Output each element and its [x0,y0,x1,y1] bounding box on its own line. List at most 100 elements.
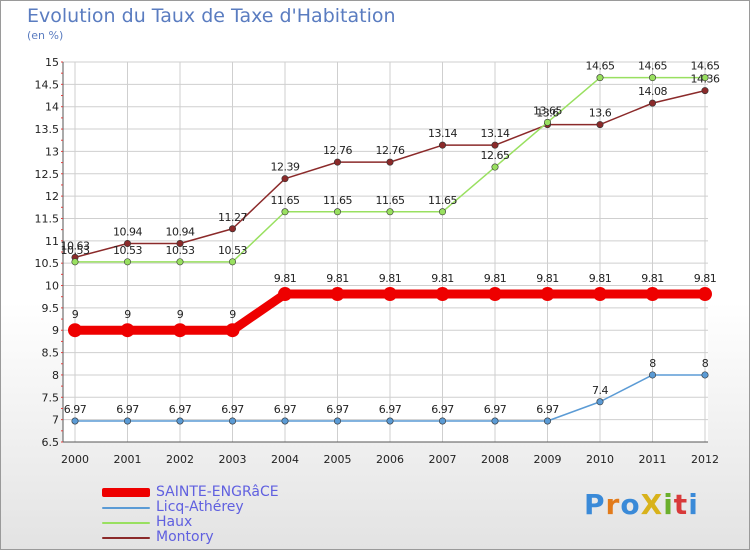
data-point [333,417,341,425]
data-label: 9 [229,308,236,321]
legend-item: Haux [102,515,279,530]
x-tick-label: 2001 [114,453,142,466]
data-label: 6.97 [326,403,349,416]
data-point [330,287,345,302]
data-point [386,208,394,216]
data-label: 14.08 [638,85,667,98]
x-tick-label: 2005 [324,453,352,466]
data-point [491,163,499,171]
data-point [229,258,237,266]
data-label: 6.97 [536,403,559,416]
data-label: 13.6 [589,107,612,120]
data-point [176,240,184,248]
y-tick-label: 13 [45,145,59,158]
data-label: 9.81 [694,272,717,285]
data-label: 10.63 [61,239,90,252]
y-tick-label: 8.5 [42,347,60,360]
data-point [333,158,341,166]
data-point [71,417,79,425]
data-label: 9.81 [274,272,297,285]
data-label: 9.81 [484,272,507,285]
data-point [698,287,712,302]
logo-letter: o [620,488,641,521]
data-point [596,74,604,82]
logo-letter: X [640,488,664,521]
y-tick-label: 10.5 [35,257,60,270]
chart-title: Evolution du Taux de Taxe d'Habitation [27,5,396,27]
data-label: 9.81 [326,272,349,285]
data-label: 12.65 [481,149,510,162]
y-tick-label: 12.5 [35,168,60,181]
data-label: 8 [702,357,709,370]
data-label: 13.6 [536,107,559,120]
data-point [281,417,289,425]
data-label: 6.97 [431,403,454,416]
data-point [124,258,132,266]
proxiti-logo: ProXiti [584,488,699,521]
y-tick-label: 11 [45,235,59,248]
data-label: 6.97 [116,403,139,416]
y-tick-label: 7.5 [42,391,60,404]
data-point [701,87,709,95]
data-point [124,240,132,248]
data-point [176,258,184,266]
y-tick-label: 9.5 [42,302,60,315]
logo-letter: t [673,488,689,521]
logo-letter: i [663,488,674,521]
logo-letter: i [688,488,699,521]
data-label: 10.94 [113,226,142,239]
data-point [701,371,709,379]
data-label: 6.97 [221,403,244,416]
data-point [386,158,394,166]
data-label: 6.97 [274,403,297,416]
data-point [173,323,187,338]
x-tick-label: 2006 [376,453,404,466]
data-point [386,417,394,425]
legend-swatch [102,488,150,497]
y-tick-label: 6.5 [42,436,60,449]
data-label: 9 [124,308,131,321]
legend-label: Montory [156,529,214,545]
legend-item: Licq-Athérey [102,500,279,515]
data-label: 10.53 [218,244,247,257]
data-point [491,141,499,149]
legend-item: SAINTE-ENGRâCE [102,485,279,500]
data-label: 6.97 [64,403,87,416]
data-point [648,74,656,82]
data-label: 9.81 [641,272,664,285]
data-label: 9.81 [536,272,559,285]
data-point [543,417,551,425]
y-tick-label: 11.5 [35,212,60,225]
x-tick-label: 2008 [481,453,509,466]
data-point [68,323,82,338]
x-tick-label: 2004 [271,453,299,466]
y-tick-label: 15 [45,56,59,69]
data-point [438,141,446,149]
data-point [281,175,289,183]
data-point [438,208,446,216]
data-label: 9.81 [431,272,454,285]
data-label: 11.65 [428,194,457,207]
legend-swatch [102,521,150,524]
y-tick-label: 8 [52,369,59,382]
data-point [333,208,341,216]
logo-letter: P [584,488,606,521]
data-point [124,417,132,425]
y-tick-label: 10 [45,280,59,293]
data-label: 7.4 [592,384,608,397]
data-label: 10.53 [113,244,142,257]
data-label: 9.81 [589,272,612,285]
y-tick-label: 12 [45,190,59,203]
plot-area [63,62,708,442]
data-point [278,287,292,302]
data-point [71,258,79,266]
data-point [435,287,450,302]
data-point [645,287,660,302]
data-point [120,323,135,338]
data-label: 13.14 [428,127,457,140]
data-point [593,287,607,302]
legend-label: Haux [156,514,193,530]
data-label: 6.97 [484,403,507,416]
legend-swatch [102,506,150,509]
